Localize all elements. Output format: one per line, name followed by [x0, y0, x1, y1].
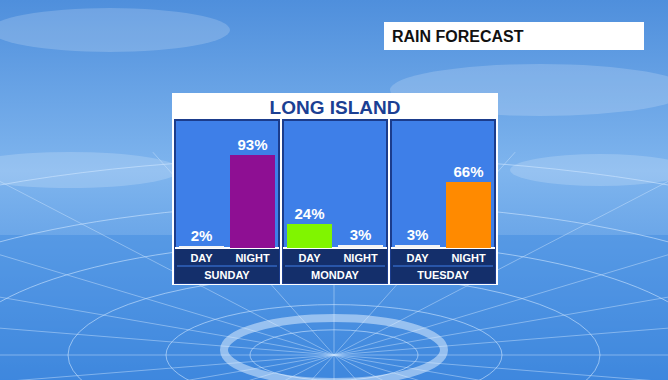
data-label: 24%: [294, 205, 324, 222]
series-label: NIGHT: [343, 252, 378, 264]
bar: [446, 182, 491, 248]
data-label: 93%: [237, 136, 267, 153]
category-label: MONDAY: [311, 269, 360, 281]
bar: [395, 245, 440, 248]
radar-spoke: [334, 301, 668, 355]
subtitle-box: [384, 22, 644, 50]
radar-spoke: [334, 355, 668, 356]
label-band: [391, 248, 495, 283]
radar-spoke: [0, 301, 334, 355]
labels: 2% DAY 93% NIGHT SUNDAY 24% DAY 3% NIGHT MONDAY 3%…: [190, 136, 485, 281]
label-band: [175, 248, 279, 283]
label-band: [283, 248, 387, 283]
radar-spoke: [0, 355, 334, 356]
series-label: NIGHT: [235, 252, 270, 264]
separator: [393, 266, 493, 267]
series-label: DAY: [190, 252, 213, 264]
radar-ring: [224, 318, 444, 380]
data-label: 2%: [191, 227, 213, 244]
bar: [179, 246, 224, 248]
radar-spoke: [334, 355, 335, 380]
data-label: 3%: [350, 226, 372, 243]
bars: [179, 155, 491, 248]
bar: [230, 155, 275, 248]
cloud: [0, 8, 230, 52]
panel-frame: [172, 93, 498, 285]
root: RAIN FORECAST LONG ISLAND 2% DAY 93% NIGHT SUN…: [0, 0, 668, 380]
series-label: DAY: [298, 252, 321, 264]
background: [0, 0, 668, 380]
chart: RAIN FORECAST LONG ISLAND 2% DAY 93% NIGHT SUN…: [0, 0, 668, 380]
sub-panel: [391, 120, 495, 283]
sub-panel: [283, 120, 387, 283]
category-label: SUNDAY: [204, 269, 250, 281]
subtitle: RAIN FORECAST: [392, 28, 524, 45]
separator: [177, 266, 277, 267]
sub-panel: [175, 120, 279, 283]
data-label: 3%: [407, 226, 429, 243]
series-label: DAY: [406, 252, 429, 264]
title: LONG ISLAND: [270, 97, 401, 118]
cloud: [0, 152, 180, 188]
separator: [285, 266, 385, 267]
category-label: TUESDAY: [417, 269, 469, 281]
series-label: NIGHT: [451, 252, 486, 264]
bar: [287, 224, 332, 248]
bar: [338, 245, 383, 248]
data-label: 66%: [453, 163, 483, 180]
